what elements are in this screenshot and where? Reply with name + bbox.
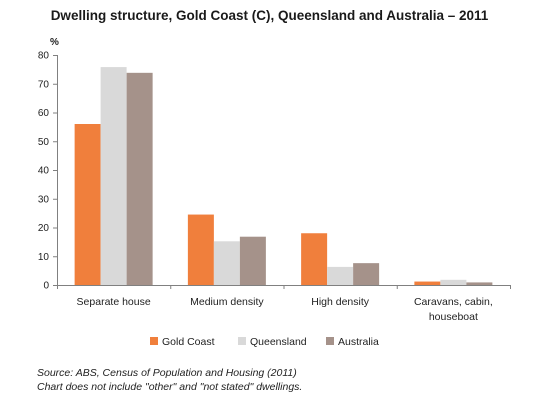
legend-label: Gold Coast	[162, 336, 215, 348]
x-category-label: Medium density	[190, 296, 264, 308]
bar-gold-coast	[301, 233, 328, 285]
bar-queensland	[327, 266, 354, 285]
bar-gold-coast	[74, 124, 101, 285]
source-note: Source: ABS, Census of Population and Ho…	[37, 366, 302, 394]
x-category-label: Separate house	[77, 296, 151, 308]
y-tick-label: 30	[38, 194, 50, 205]
legend-label: Queensland	[250, 336, 307, 348]
legend-swatch	[238, 337, 246, 345]
bar-gold-coast	[414, 281, 441, 285]
source-line-2: Chart does not include "other" and "not …	[37, 381, 303, 393]
bar-australia	[466, 282, 493, 285]
bar-australia	[353, 263, 380, 285]
y-tick-label: 80	[38, 51, 50, 62]
y-tick-label: 60	[38, 108, 50, 119]
x-category-label: High density	[311, 296, 370, 308]
bar-queensland	[440, 279, 467, 285]
bar-australia	[126, 72, 153, 285]
bar-queensland	[213, 241, 240, 285]
bar-australia	[239, 236, 266, 285]
legend-label: Australia	[338, 336, 379, 348]
legend-swatch	[326, 337, 334, 345]
y-tick-label: 70	[38, 79, 50, 90]
y-tick-label: 40	[38, 166, 50, 177]
bar-queensland	[100, 67, 127, 285]
y-axis-label: %	[50, 37, 59, 48]
y-tick-label: 10	[38, 252, 50, 263]
y-tick-label: 20	[38, 223, 50, 234]
bar-gold-coast	[187, 214, 214, 285]
chart-title: Dwelling structure, Gold Coast (C), Quee…	[50, 8, 489, 23]
source-line-1: Source: ABS, Census of Population and Ho…	[37, 367, 297, 379]
x-category-label: houseboat	[429, 311, 478, 323]
y-tick-label: 50	[38, 137, 50, 148]
x-category-label: Caravans, cabin,	[414, 296, 493, 308]
legend-swatch	[150, 337, 158, 345]
y-tick-label: 0	[43, 281, 49, 292]
